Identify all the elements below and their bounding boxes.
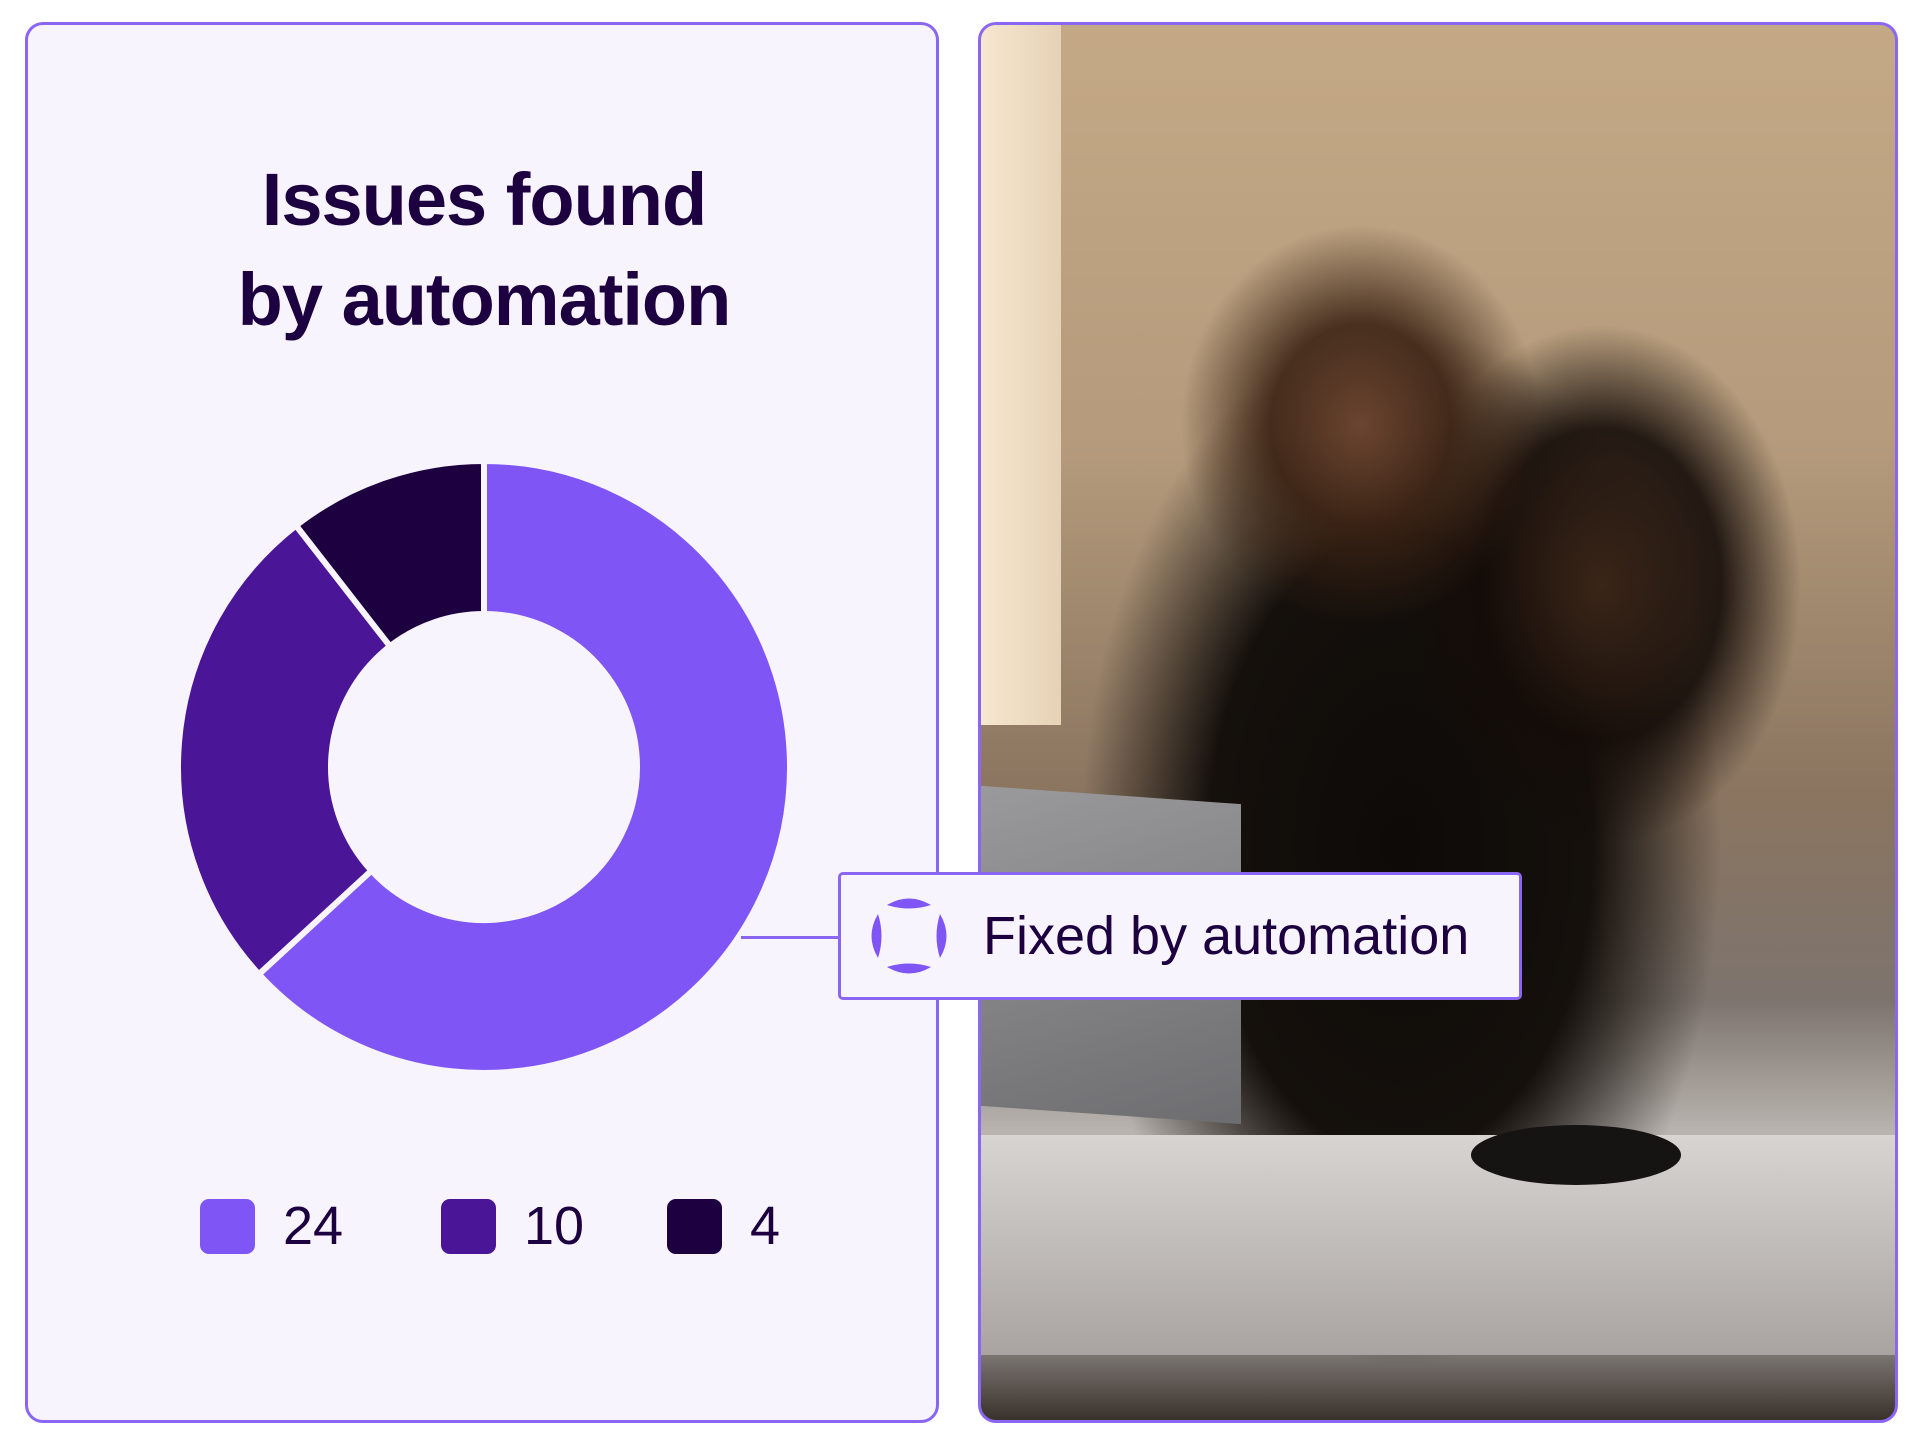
callout-label: Fixed by automation [983, 906, 1470, 966]
legend-swatch [667, 1198, 722, 1254]
donut-chart [175, 457, 793, 1076]
legend-label: 10 [524, 1196, 585, 1256]
chart-title-line-2: by automation [237, 258, 732, 341]
donut-slice-3 [291, 457, 487, 651]
donut-slice-1 [254, 457, 793, 1076]
legend-label: 24 [283, 1196, 344, 1256]
donut-slice-2 [175, 521, 395, 979]
legend-item-3: 4 [667, 1196, 781, 1256]
legend-swatch [441, 1198, 496, 1254]
chart-title: Issues found by automation [0, 150, 968, 350]
photo-table [981, 1135, 1895, 1355]
callout-connector [741, 936, 839, 939]
chart-title-line-1: Issues found [261, 158, 707, 241]
legend-item-2: 10 [441, 1196, 585, 1256]
photo-window [981, 25, 1061, 725]
automation-logo-icon [871, 898, 947, 974]
legend-item-1: 24 [200, 1196, 344, 1256]
legend-label: 4 [750, 1196, 781, 1256]
callout-badge: Fixed by automation [838, 872, 1522, 1000]
legend-swatch [200, 1198, 255, 1254]
photo-speaker [1471, 1125, 1681, 1185]
photo-people-at-laptop [978, 22, 1898, 1423]
